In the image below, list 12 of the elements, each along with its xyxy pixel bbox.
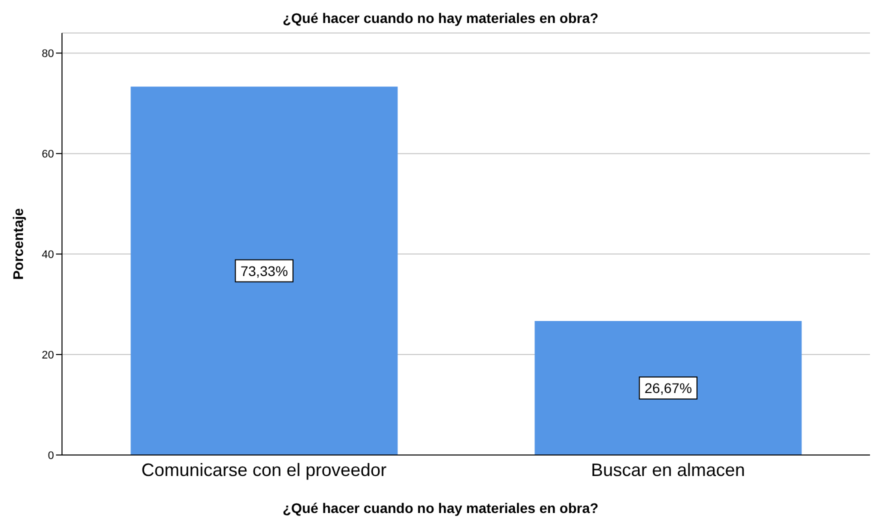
y-tick-label: 20 xyxy=(42,349,54,362)
data-label: 73,33% xyxy=(240,262,288,279)
x-axis-title: ¿Qué hacer cuando no hay materiales en obra? xyxy=(282,500,600,516)
y-tick-label: 0 xyxy=(48,450,54,462)
chart-title: ¿Qué hacer cuando no hay materiales en obra? xyxy=(282,10,600,26)
y-axis-title: Porcentaje xyxy=(10,208,26,280)
y-tick-label: 80 xyxy=(42,48,54,60)
x-tick-label: Comunicarse con el proveedor xyxy=(141,460,387,480)
data-label: 26,67% xyxy=(644,380,692,396)
y-tick-label: 60 xyxy=(42,148,54,160)
y-tick-label: 40 xyxy=(42,248,54,261)
x-tick-label: Buscar en almacen xyxy=(590,460,746,480)
